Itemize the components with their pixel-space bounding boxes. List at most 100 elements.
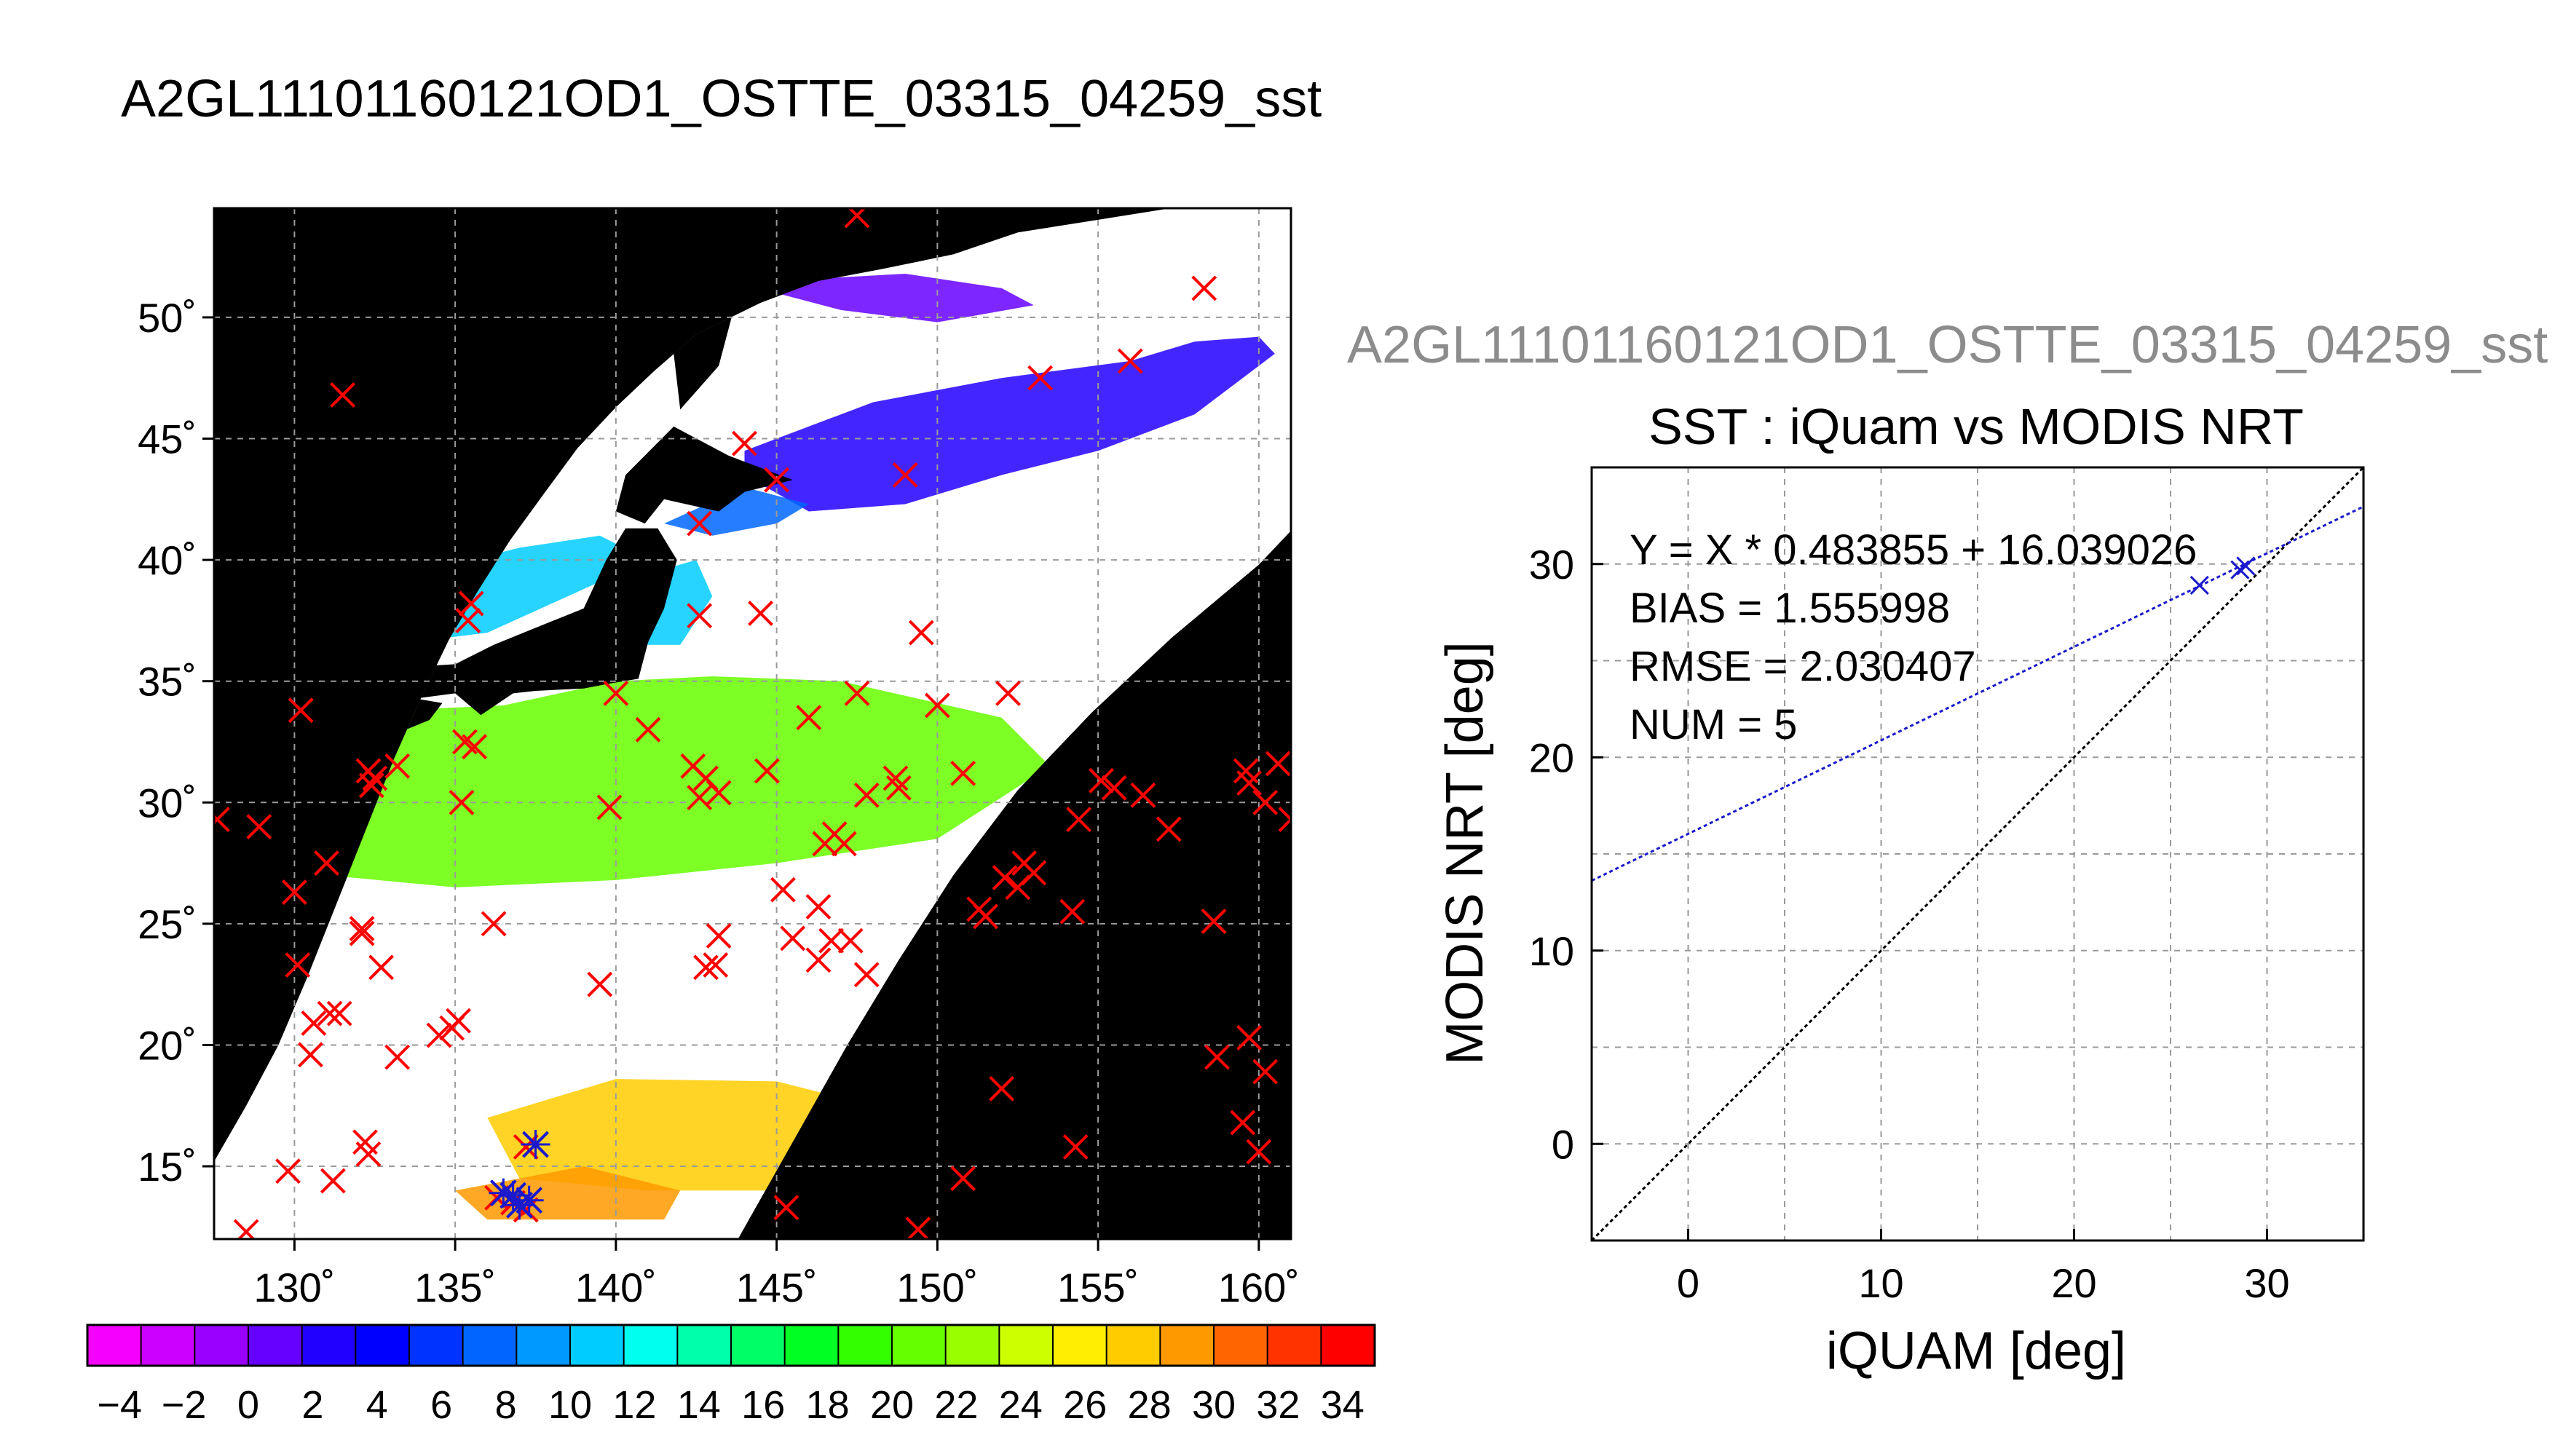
map-match-markers (489, 1130, 550, 1220)
scatter-point (2189, 575, 2209, 596)
stat-annotation: BIAS = 1.555998 (1630, 585, 1950, 632)
match-up-marker (481, 911, 507, 937)
colorbar-swatch (194, 1325, 249, 1366)
match-up-marker (587, 971, 613, 997)
match-up-marker (1318, 818, 1341, 841)
match-up-marker (992, 865, 1018, 890)
colorbar-swatch (1160, 1325, 1215, 1366)
colorbar-label: 26 (1063, 1383, 1107, 1427)
colorbar-label: 2 (301, 1383, 323, 1427)
match-up-marker (693, 954, 719, 981)
scatter-plot-title: SST : iQuam vs MODIS NRT (1648, 398, 2304, 455)
colorbar-label: 4 (366, 1383, 388, 1427)
map-x-tick-label: 150˚ (896, 1265, 978, 1310)
colorbar-swatch (1267, 1325, 1322, 1366)
map-frame (213, 207, 1292, 1241)
map-x-tick-label: 135˚ (414, 1265, 496, 1310)
valid-match-marker (521, 1130, 550, 1160)
colorbar-label: 22 (934, 1383, 978, 1427)
map-x-tick-label: 160˚ (1218, 1265, 1300, 1310)
scatter-figure-title: A2GL11101160121OD1_OSTTE_03315_04259_sst (1347, 316, 2548, 374)
match-up-marker (635, 716, 661, 743)
match-up-marker (831, 831, 857, 857)
colorbar-swatch (141, 1325, 195, 1366)
valid-match-marker (514, 1185, 544, 1215)
match-up-marker (748, 600, 773, 626)
colorbar-swatch (892, 1325, 947, 1366)
colorbar-label: 0 (237, 1383, 259, 1427)
plot-frame (1590, 466, 2365, 1242)
match-up-marker (764, 467, 790, 493)
match-up-marker (349, 920, 375, 946)
match-up-marker (732, 430, 757, 456)
colorbar-swatch (301, 1325, 356, 1366)
colorbar-label: −4 (97, 1383, 142, 1427)
match-up-marker (349, 916, 375, 941)
match-up-marker (384, 1044, 411, 1070)
colorbar-label: 14 (677, 1383, 721, 1427)
match-up-marker (1252, 789, 1279, 815)
sst-region-kuril (744, 336, 1275, 512)
match-up-marker (805, 947, 832, 973)
plot-x-tick-label: 30 (2244, 1260, 2289, 1306)
match-up-marker (1204, 1044, 1230, 1070)
match-up-marker (384, 753, 411, 779)
match-up-marker (844, 208, 870, 229)
match-up-marker (853, 782, 880, 808)
colorbar-label: 10 (548, 1383, 592, 1427)
match-up-marker (233, 1219, 259, 1239)
match-up-marker (1246, 1139, 1272, 1165)
match-up-marker (603, 680, 629, 706)
match-up-marker (882, 765, 909, 791)
plot-y-tick-label: 0 (1552, 1121, 1574, 1167)
match-up-marker (426, 1022, 452, 1048)
match-up-marker (455, 607, 481, 633)
colorbar-swatch (355, 1325, 410, 1366)
map-title: A2GL11101160121OD1_OSTTE_03315_04259_sst (121, 70, 1322, 128)
plot-y-tick-label: 20 (1529, 735, 1574, 780)
map-y-tick-label: 50˚ (138, 295, 197, 341)
land-hokkaido (615, 426, 793, 524)
match-up-marker (358, 772, 384, 799)
match-up-marker (892, 462, 918, 488)
colorbar-swatch (248, 1325, 303, 1366)
colorbar-swatch (1106, 1325, 1161, 1366)
match-up-marker (818, 927, 845, 954)
map-y-tick-label: 40˚ (138, 537, 197, 583)
plot-x-tick-label: 20 (2051, 1260, 2096, 1306)
colorbar-swatch (462, 1325, 517, 1366)
colorbar-swatch (784, 1325, 839, 1366)
match-up-marker (317, 1000, 343, 1026)
colorbar-swatch (409, 1325, 464, 1366)
match-up-marker (773, 1195, 799, 1221)
match-up-marker (687, 603, 713, 629)
match-up-marker (320, 1168, 346, 1194)
colorbar-swatch (87, 1325, 142, 1366)
colorbar-swatch (838, 1325, 893, 1366)
plot-x-tick-label: 10 (1858, 1260, 1903, 1306)
match-up-marker (973, 903, 998, 930)
match-up-marker (924, 692, 950, 719)
match-up-marker (285, 952, 311, 978)
match-up-marker (780, 925, 806, 951)
fit-line (1592, 505, 2364, 882)
match-up-marker (1311, 745, 1335, 768)
map-y-tick-label: 15˚ (138, 1144, 197, 1190)
match-up-marker (596, 794, 623, 820)
colorbar-swatch (1053, 1325, 1107, 1366)
match-up-marker (905, 1216, 931, 1239)
match-up-marker (837, 927, 864, 954)
match-up-marker (796, 705, 822, 731)
map-y-tick-label: 25˚ (138, 901, 197, 947)
colorbar-label: 20 (870, 1383, 914, 1427)
scatter-point (2230, 560, 2250, 579)
scatter-points (2189, 556, 2256, 596)
colorbar-label: 12 (612, 1383, 656, 1427)
colorbar: −4 −2 0 2 4 6 8 10 12 14 16 18 20 22 24 26 28 30 32 34 (86, 1324, 1376, 1427)
match-up-marker (1089, 767, 1114, 794)
colorbar-swatch (677, 1325, 732, 1366)
match-up-marker (853, 962, 880, 988)
match-up-marker (462, 734, 488, 760)
plot-y-tick-label: 10 (1529, 928, 1574, 974)
